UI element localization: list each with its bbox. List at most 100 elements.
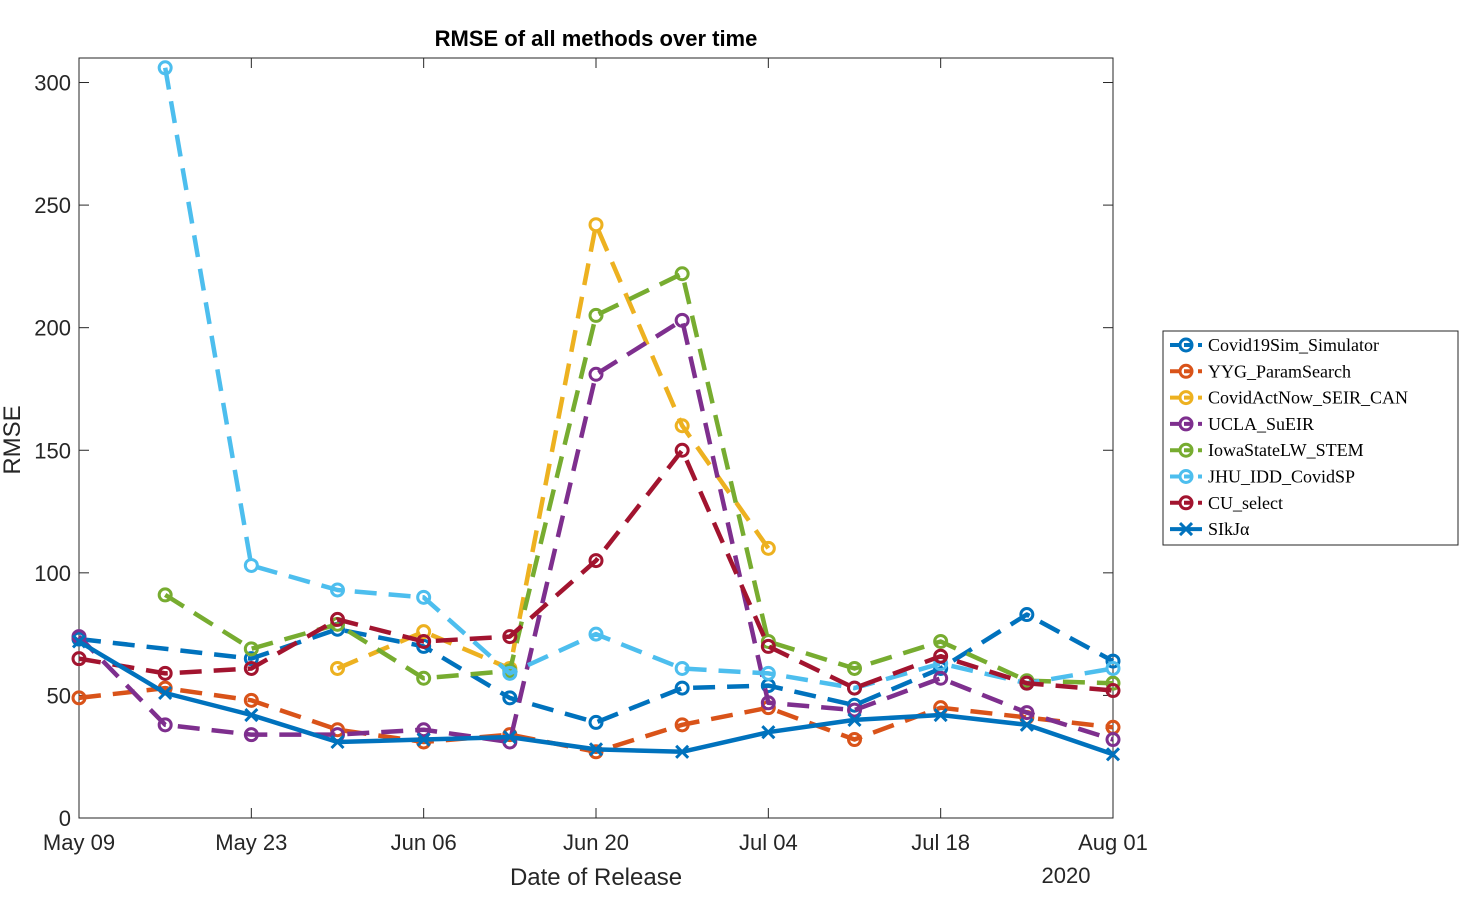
data-point (416, 633, 432, 649)
series-lines (71, 60, 1121, 762)
legend-marker (1178, 495, 1194, 511)
series-6 (71, 442, 1121, 699)
data-point (502, 629, 518, 645)
data-point (330, 660, 345, 676)
legend-label: UCLA_SuEIR (1208, 414, 1314, 434)
data-point (243, 727, 259, 743)
data-point (416, 732, 431, 747)
data-point (760, 695, 776, 711)
data-point (416, 624, 432, 640)
data-point (588, 742, 604, 757)
data-point (675, 744, 690, 759)
data-point (1105, 747, 1121, 762)
data-point (157, 60, 173, 76)
series-line (78, 448, 1114, 693)
x-tick-label: Jun 20 (563, 830, 629, 855)
legend-label: IowaStateLW_STEM (1208, 440, 1364, 460)
data-point (71, 634, 87, 649)
data-point (933, 633, 949, 649)
legend-label: Covid19Sim_Simulator (1208, 335, 1379, 355)
data-point (761, 725, 776, 740)
legend-marker (1178, 442, 1194, 458)
data-point (847, 697, 862, 713)
data-point (158, 685, 173, 701)
data-point (760, 633, 776, 649)
data-point (588, 217, 604, 233)
x-tick-label: May 23 (215, 830, 287, 855)
data-point (330, 734, 345, 750)
legend-label: JHU_IDD_CovidSP (1208, 467, 1355, 487)
data-point (1019, 717, 1034, 732)
y-tick-label: 200 (34, 316, 71, 341)
legend-marker (1178, 522, 1194, 537)
y-tick-label: 150 (34, 438, 71, 463)
data-point (588, 553, 604, 569)
data-point (243, 651, 259, 667)
data-point (502, 690, 518, 706)
legend-item: JHU_IDD_CovidSP (1170, 467, 1355, 487)
data-point (416, 670, 432, 686)
data-point (502, 665, 518, 681)
data-point (502, 727, 518, 743)
data-point (847, 702, 862, 718)
data-point (157, 665, 173, 681)
y-tick-label: 300 (34, 71, 71, 96)
data-point (1105, 653, 1121, 669)
data-point (674, 660, 690, 676)
data-point (933, 707, 948, 723)
data-point (674, 266, 690, 282)
data-point (847, 680, 862, 696)
data-point (588, 307, 604, 323)
data-point (674, 312, 690, 328)
legend-marker (1178, 363, 1194, 379)
data-point (1019, 675, 1035, 691)
legend-item: SIkJα (1170, 519, 1250, 539)
data-point (330, 611, 345, 627)
legend-box (1162, 330, 1459, 546)
data-point (1105, 675, 1121, 691)
data-point (330, 722, 345, 738)
data-point (1019, 607, 1035, 623)
legend: Covid19Sim_Simulator YYG_ParamSearch Covid… (1162, 330, 1459, 546)
legend-label: CU_select (1208, 493, 1283, 513)
legend-marker (1178, 416, 1194, 432)
data-point (243, 692, 259, 708)
x-tick-label: Jun 06 (391, 830, 457, 855)
legend-marker (1178, 337, 1194, 353)
data-point (588, 366, 604, 382)
series-line (77, 318, 1114, 745)
data-point (157, 587, 173, 603)
data-point (760, 638, 776, 654)
series-7 (71, 634, 1121, 762)
data-point (847, 732, 862, 748)
data-point (588, 626, 604, 642)
data-point (588, 714, 604, 730)
legend-marker (1178, 390, 1194, 406)
data-point (243, 557, 259, 573)
data-point (71, 690, 87, 706)
legend-item: CovidActNow_SEIR_CAN (1170, 388, 1408, 408)
data-point (1105, 683, 1121, 699)
series-line (162, 67, 1114, 691)
data-point (933, 670, 949, 686)
data-point (847, 712, 862, 727)
legend-item: Covid19Sim_Simulator (1170, 335, 1379, 355)
data-point (674, 442, 690, 458)
data-point (674, 680, 690, 696)
x-tick-label: Jul 18 (911, 830, 970, 855)
y-axis-label: RMSE (0, 405, 26, 474)
data-point (416, 589, 432, 605)
series-1 (71, 680, 1121, 760)
x-tick-label: Jul 04 (739, 830, 798, 855)
series-5 (157, 60, 1121, 696)
legend-label: SIkJα (1208, 519, 1250, 539)
data-point (1105, 660, 1121, 676)
y-tick-label: 100 (34, 561, 71, 586)
series-line (78, 685, 1114, 755)
data-point (1019, 705, 1035, 721)
data-point (933, 648, 949, 664)
data-point (243, 660, 259, 676)
legend-item: IowaStateLW_STEM (1170, 440, 1364, 460)
x-tick-label: Aug 01 (1078, 830, 1148, 855)
